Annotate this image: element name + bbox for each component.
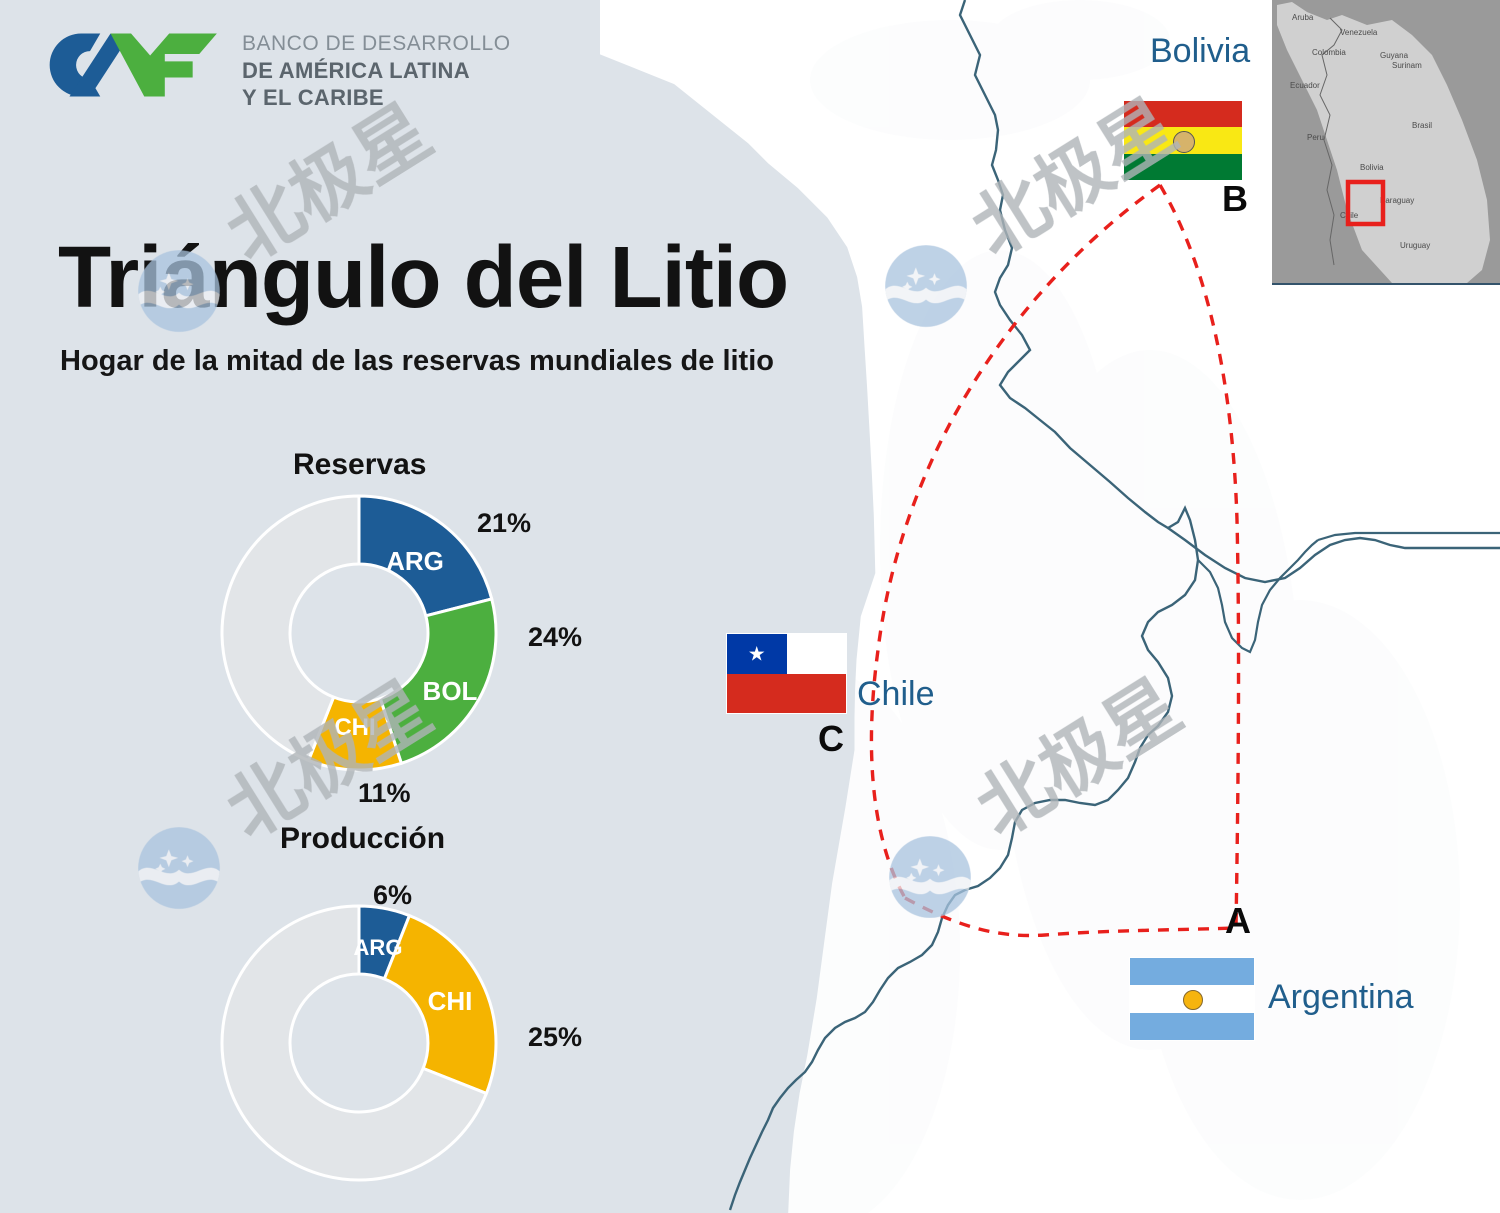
svg-text:CHI: CHI (334, 714, 375, 741)
svg-text:Ecuador: Ecuador (1290, 81, 1320, 90)
svg-text:Bolivia: Bolivia (1360, 163, 1384, 172)
svg-text:BOL: BOL (423, 676, 478, 706)
svg-text:ARG: ARG (354, 935, 403, 960)
svg-text:CHI: CHI (428, 986, 473, 1016)
svg-text:Peru: Peru (1307, 133, 1324, 142)
svg-text:Colombia: Colombia (1312, 48, 1346, 57)
svg-text:Guyana: Guyana (1380, 51, 1409, 60)
svg-text:Aruba: Aruba (1292, 13, 1314, 22)
svg-text:ARG: ARG (386, 546, 444, 576)
svg-text:Surinam: Surinam (1392, 61, 1422, 70)
svg-text:Venezuela: Venezuela (1340, 28, 1378, 37)
svg-text:Uruguay: Uruguay (1400, 241, 1430, 250)
svg-text:Brasil: Brasil (1412, 121, 1432, 130)
